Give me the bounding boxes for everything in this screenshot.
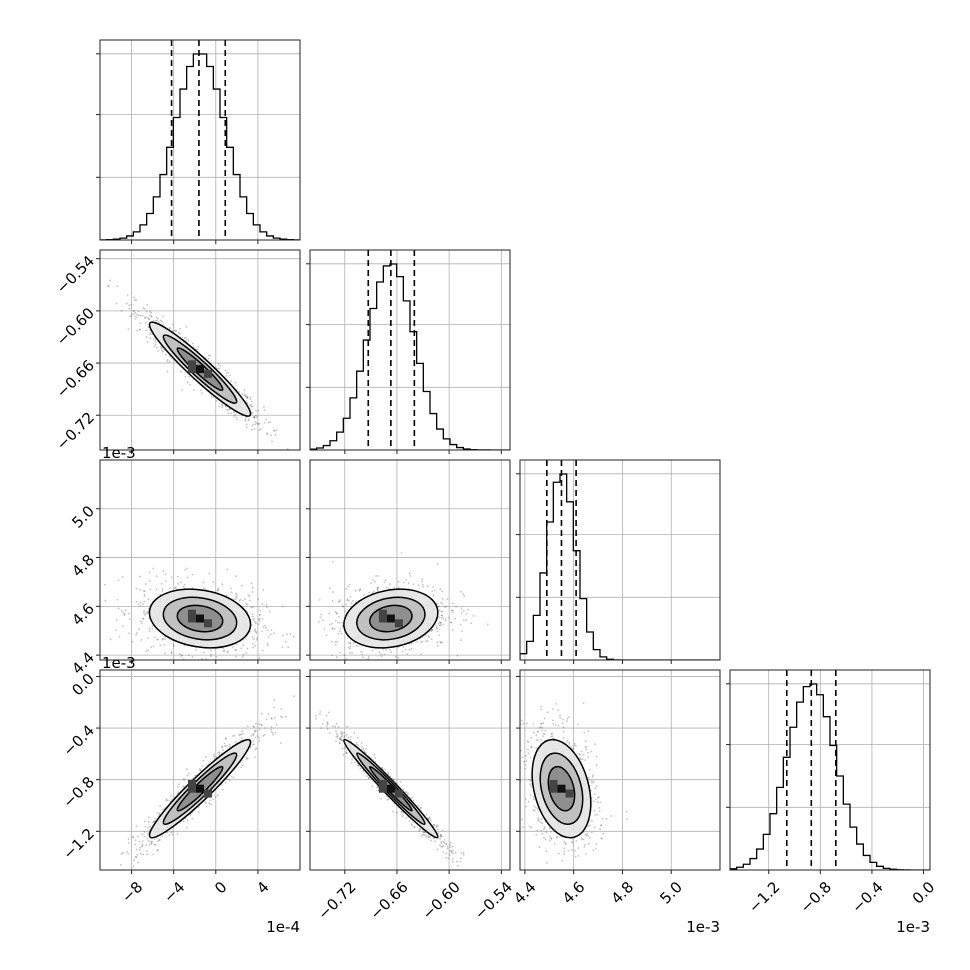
density-cell xyxy=(549,784,558,793)
y-offset-label: 1e-3 xyxy=(102,654,136,672)
x-offset-label: 1e-3 xyxy=(686,918,720,936)
panel-frame xyxy=(519,669,721,871)
density-cell xyxy=(204,369,212,378)
scatter-panel-2-1 xyxy=(306,459,511,664)
histogram-step xyxy=(100,53,300,240)
y-tick-label: −0.66 xyxy=(53,356,98,401)
x-offset-label: 1e-4 xyxy=(266,918,300,936)
density-cell xyxy=(196,365,204,374)
y-offset-label: 1e-3 xyxy=(102,444,136,462)
histogram-step xyxy=(310,263,510,450)
density-cell xyxy=(188,614,196,623)
density-cell xyxy=(188,784,196,793)
density-cell xyxy=(565,789,574,798)
x-tick-label: 4.6 xyxy=(559,878,589,908)
density-cell xyxy=(394,789,403,798)
density-cell xyxy=(204,619,212,628)
y-tick-label: −0.4 xyxy=(60,721,98,759)
density-cell xyxy=(386,784,395,793)
x-tick-label: −8 xyxy=(118,878,146,906)
y-tick-label: −0.54 xyxy=(53,252,98,297)
y-tick-label: −0.72 xyxy=(53,408,98,453)
histogram-panel-0 xyxy=(96,39,301,244)
panel-frame xyxy=(99,249,301,451)
density-cell xyxy=(378,614,387,623)
y-tick-label: 4.6 xyxy=(68,600,98,630)
scatter-panel-1-0: −0.72 −0.66 −0.60 −0.54 xyxy=(53,249,301,454)
y-tick-label: 5.0 xyxy=(68,502,98,532)
scatter-panel-3-2: 4.4 4.6 4.8 5.01e-3 xyxy=(510,669,721,936)
density-cell xyxy=(557,784,566,793)
x-offset-label: 1e-3 xyxy=(896,918,930,936)
panel-frame xyxy=(309,249,511,451)
panel-frame xyxy=(309,459,511,661)
y-tick-label: 4.8 xyxy=(68,551,98,581)
density-cell xyxy=(378,779,387,788)
panel-frame xyxy=(99,459,301,661)
x-tick-label: −0.60 xyxy=(419,878,464,923)
scatter-panel-3-0: −1.2 −0.8 −0.4 0.01e-3 −8 −4 0 4 1e-4 xyxy=(60,654,301,936)
histogram-step xyxy=(730,683,930,870)
density-cell xyxy=(386,614,395,623)
x-tick-label: 4 xyxy=(253,878,272,897)
histogram-panel-3: −1.2 −0.8 −0.4 0.0 1e-3 xyxy=(726,669,939,936)
y-tick-label: −1.2 xyxy=(60,825,98,863)
x-tick-label: −4 xyxy=(160,878,188,906)
panel-frame xyxy=(729,669,931,871)
x-tick-label: 0.0 xyxy=(909,878,939,908)
panel-frame xyxy=(99,39,301,241)
density-cell xyxy=(394,619,403,628)
density-cell xyxy=(204,789,212,798)
histogram-step xyxy=(520,473,720,660)
scatter-panel-2-0: 4.44.64.85.01e-3 xyxy=(68,444,301,678)
density-cell xyxy=(378,609,387,618)
histogram-panel-1 xyxy=(306,249,511,454)
y-tick-label: −0.8 xyxy=(60,773,98,811)
density-cell xyxy=(188,609,196,618)
density-cell xyxy=(188,365,196,374)
x-tick-label: −0.8 xyxy=(797,878,835,916)
panel-frame xyxy=(309,669,511,871)
panel-frame xyxy=(519,459,721,661)
x-tick-label: 5.0 xyxy=(656,878,686,908)
x-tick-label: 4.4 xyxy=(510,878,540,908)
x-tick-label: 0 xyxy=(211,878,230,897)
density-cell xyxy=(549,779,558,788)
x-tick-label: 4.8 xyxy=(608,878,638,908)
density-cell xyxy=(188,360,196,369)
histogram-panel-2 xyxy=(516,459,721,664)
x-tick-label: −0.72 xyxy=(314,878,359,923)
x-tick-label: −0.66 xyxy=(366,878,411,923)
x-tick-label: −0.4 xyxy=(848,878,886,916)
density-cell xyxy=(378,784,387,793)
density-cell xyxy=(188,779,196,788)
y-tick-label: −0.60 xyxy=(53,304,98,349)
density-cell xyxy=(196,784,204,793)
y-tick-label: 0.0 xyxy=(68,670,98,700)
x-tick-label: −1.2 xyxy=(745,878,783,916)
x-tick-label: −0.54 xyxy=(471,878,516,923)
panel-frame xyxy=(99,669,301,871)
density-cell xyxy=(196,614,204,623)
scatter-panel-3-1: −0.72 −0.66 −0.60 −0.54 xyxy=(306,669,516,923)
